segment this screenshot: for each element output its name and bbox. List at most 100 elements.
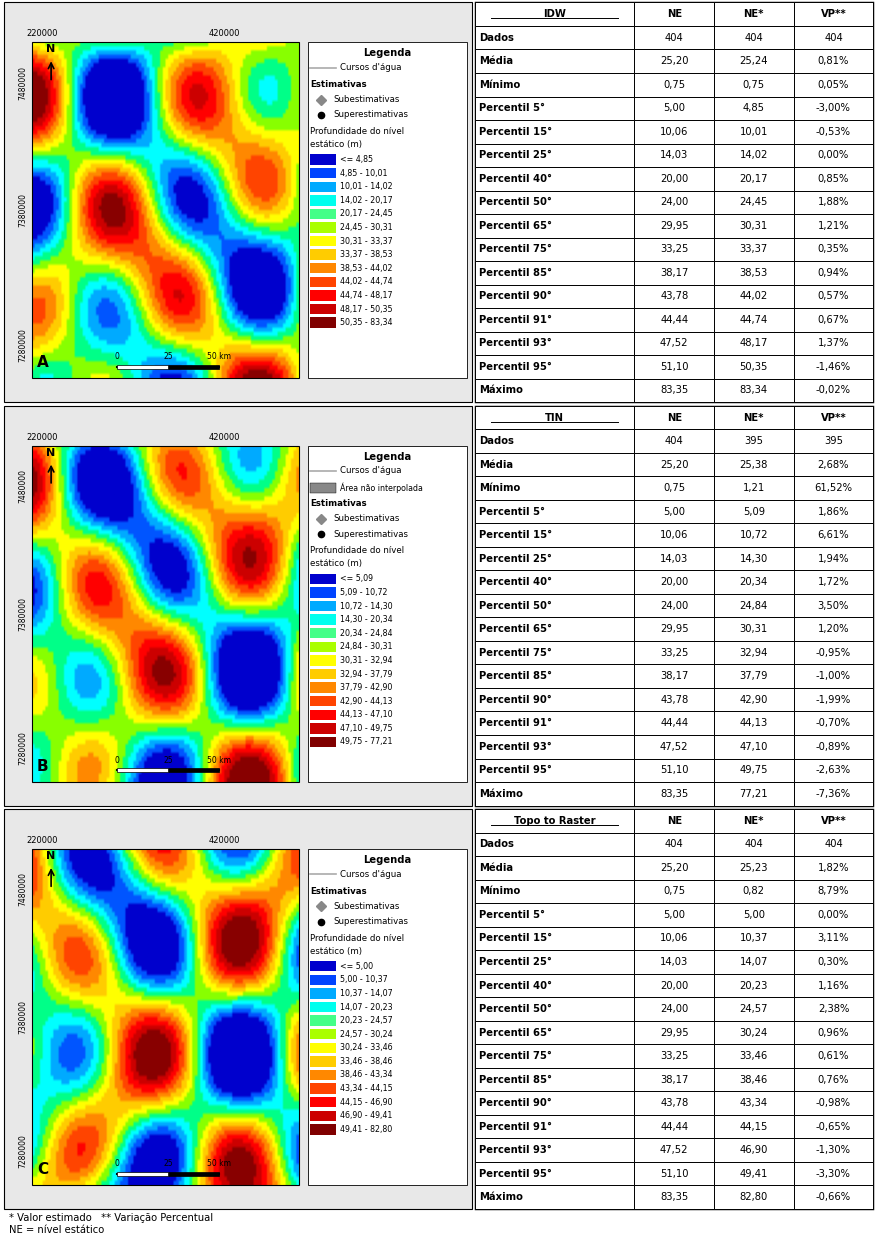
Bar (714, 617, 794, 641)
Text: 0,82: 0,82 (743, 887, 765, 897)
Bar (311, 304, 336, 314)
Text: 30,31: 30,31 (739, 221, 768, 231)
Text: Percentil 25°: Percentil 25° (480, 151, 552, 161)
Bar (794, 49, 873, 73)
Text: 1,82%: 1,82% (818, 863, 850, 873)
Bar (168, 768, 220, 772)
Bar (475, 1044, 634, 1068)
Text: Percentil 75°: Percentil 75° (480, 1051, 552, 1061)
Bar (634, 547, 714, 570)
Bar (308, 445, 467, 782)
Text: 46,90: 46,90 (739, 1145, 768, 1155)
Text: 0,30%: 0,30% (818, 957, 849, 967)
Bar (714, 711, 794, 735)
Bar (714, 997, 794, 1021)
Bar (794, 1068, 873, 1091)
Bar (311, 683, 336, 693)
Text: 7480000: 7480000 (18, 872, 28, 907)
Bar (714, 429, 794, 453)
Text: 25,20: 25,20 (660, 863, 689, 873)
Text: 33,46: 33,46 (739, 1051, 768, 1061)
Text: 5,09 - 10,72: 5,09 - 10,72 (340, 588, 388, 597)
Bar (714, 974, 794, 997)
Text: 0,67%: 0,67% (818, 315, 850, 325)
Bar (475, 120, 634, 143)
Text: Percentil 91°: Percentil 91° (480, 1122, 552, 1132)
Bar (311, 1070, 336, 1080)
Bar (475, 26, 634, 49)
Bar (311, 182, 336, 192)
Bar (794, 641, 873, 664)
Text: Percentil 5°: Percentil 5° (480, 507, 545, 517)
Bar (794, 453, 873, 476)
Bar (475, 856, 634, 880)
Text: 0,75: 0,75 (663, 887, 685, 897)
Text: 25,24: 25,24 (739, 56, 768, 67)
Bar (475, 49, 634, 73)
Bar (634, 997, 714, 1021)
Text: * Valor estimado   ** Variação Percentual: * Valor estimado ** Variação Percentual (9, 1212, 213, 1222)
Bar (311, 710, 336, 720)
Text: 43,78: 43,78 (660, 695, 689, 705)
Bar (634, 332, 714, 355)
Bar (794, 308, 873, 332)
Text: 50,35 - 83,34: 50,35 - 83,34 (340, 318, 392, 327)
Text: 10,72 - 14,30: 10,72 - 14,30 (340, 601, 393, 611)
Text: Legenda: Legenda (363, 452, 412, 461)
Text: Percentil 5°: Percentil 5° (480, 103, 545, 114)
Text: 395: 395 (824, 437, 843, 447)
Bar (311, 1084, 336, 1094)
Text: 33,37 - 38,53: 33,37 - 38,53 (340, 250, 392, 260)
Text: 44,74: 44,74 (739, 315, 768, 325)
Bar (475, 758, 634, 782)
Text: 0,76%: 0,76% (818, 1075, 850, 1085)
Text: 25,38: 25,38 (739, 460, 768, 470)
Bar (714, 355, 794, 379)
Bar (634, 285, 714, 308)
Text: Cursos d'água: Cursos d'água (340, 466, 402, 475)
Bar (475, 782, 634, 805)
Text: 43,34 - 44,15: 43,34 - 44,15 (340, 1084, 393, 1094)
Text: -7,36%: -7,36% (816, 789, 851, 799)
Bar (475, 664, 634, 688)
Bar (714, 758, 794, 782)
Text: 49,75: 49,75 (739, 766, 768, 776)
Text: 10,72: 10,72 (739, 531, 768, 541)
Text: 43,78: 43,78 (660, 292, 689, 302)
Text: 38,46: 38,46 (739, 1075, 768, 1085)
Text: 220000: 220000 (26, 836, 58, 845)
Bar (634, 1068, 714, 1091)
Bar (794, 2, 873, 26)
Text: 47,52: 47,52 (660, 742, 689, 752)
Text: 7280000: 7280000 (18, 1134, 28, 1168)
Text: 44,44: 44,44 (660, 1122, 689, 1132)
Bar (794, 1185, 873, 1209)
Text: 38,53 - 44,02: 38,53 - 44,02 (340, 263, 392, 273)
Text: 43,78: 43,78 (660, 1098, 689, 1108)
Text: Estimativas: Estimativas (311, 80, 368, 89)
Bar (475, 974, 634, 997)
Text: -1,99%: -1,99% (816, 695, 851, 705)
Text: -1,30%: -1,30% (816, 1145, 851, 1155)
Bar (794, 238, 873, 261)
Bar (794, 1021, 873, 1044)
Bar (311, 236, 336, 246)
Bar (116, 365, 168, 369)
Text: 420000: 420000 (208, 433, 240, 442)
Bar (311, 209, 336, 219)
Text: 10,01: 10,01 (739, 126, 768, 137)
Text: Percentil 25°: Percentil 25° (480, 957, 552, 967)
Text: 0,96%: 0,96% (818, 1028, 850, 1038)
Text: estático (m): estático (m) (311, 559, 362, 568)
Bar (311, 482, 336, 492)
Text: 61,52%: 61,52% (815, 484, 852, 494)
Text: 25: 25 (163, 756, 172, 764)
Bar (475, 406, 634, 429)
Text: Média: Média (480, 460, 514, 470)
Bar (634, 406, 714, 429)
Text: -3,30%: -3,30% (816, 1169, 850, 1179)
Text: 14,02 - 20,17: 14,02 - 20,17 (340, 195, 393, 205)
Bar (794, 833, 873, 856)
Bar (168, 1171, 220, 1175)
Bar (794, 190, 873, 214)
